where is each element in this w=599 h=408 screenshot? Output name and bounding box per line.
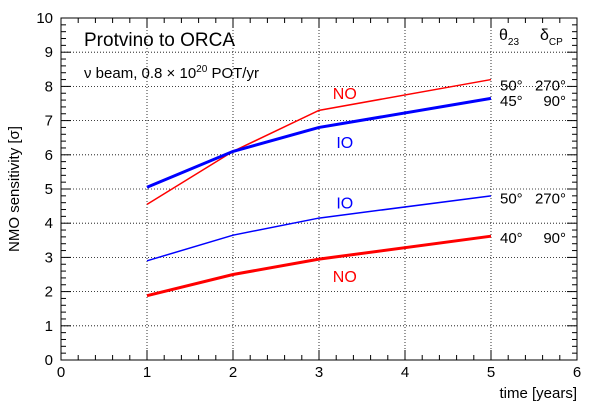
delta-value-1: 270° — [535, 78, 566, 95]
x-tick-label: 4 — [401, 364, 409, 381]
series-line-3 — [146, 195, 492, 262]
x-axis-label: time [years] — [499, 385, 577, 402]
y-tick-label: 1 — [45, 318, 53, 335]
y-tick-label: 2 — [45, 284, 53, 301]
series-labels: NO IO IO NO 50° 270° 45° 90° 50° 270° 40° 90° — [333, 78, 566, 287]
series-line-4 — [146, 234, 492, 298]
y-tick-label: 10 — [36, 10, 53, 27]
y-axis-label: NMO sensitivity [σ] — [6, 126, 23, 252]
y-tick-label: 8 — [45, 78, 53, 95]
delta-value-4: 90° — [543, 230, 566, 247]
y-tick-label: 0 — [45, 352, 53, 369]
x-tick-label: 0 — [57, 364, 65, 381]
series-label-4: NO — [333, 269, 357, 286]
grid-lines — [61, 18, 577, 360]
ylabel-end: ] — [6, 126, 23, 130]
y-tick-label: 9 — [45, 44, 53, 61]
theta-subscript: 23 — [508, 37, 520, 48]
chart-title: Protvino to ORCA — [84, 30, 235, 51]
x-tick-label: 1 — [143, 364, 151, 381]
y-tick-label: 3 — [45, 249, 53, 266]
subtitle-exponent: 20 — [196, 64, 208, 75]
x-tick-label: 3 — [315, 364, 323, 381]
theta-symbol: θ — [499, 27, 508, 44]
delta-value-2: 90° — [543, 93, 566, 110]
y-tick-label: 4 — [45, 215, 53, 232]
delta-value-3: 270° — [535, 191, 566, 208]
ylabel-sigma: σ — [6, 129, 23, 139]
theta-value-4: 40° — [500, 230, 523, 247]
subtitle-main: ν beam, 0.8 × 10 — [84, 65, 196, 82]
delta-subscript: CP — [549, 37, 563, 48]
theta-value-2: 45° — [500, 93, 523, 110]
delta-symbol: δ — [540, 27, 549, 44]
plot-frame — [60, 17, 578, 361]
series-label-1: NO — [333, 86, 357, 103]
theta-header: θ23 — [499, 27, 519, 48]
x-tick-label: 5 — [487, 364, 495, 381]
y-tick-label: 5 — [45, 181, 53, 198]
chart-subtitle: ν beam, 0.8 × 1020 POT/yr — [84, 64, 259, 82]
delta-header: δCP — [540, 27, 563, 48]
series-lines — [146, 78, 492, 298]
series-line-2 — [146, 96, 492, 189]
x-tick-label: 2 — [229, 364, 237, 381]
subtitle-tail: POT/yr — [207, 65, 259, 82]
series-label-3: IO — [336, 196, 353, 213]
x-tick-label: 6 — [573, 364, 581, 381]
theta-value-3: 50° — [500, 191, 523, 208]
theta-value-1: 50° — [500, 78, 523, 95]
y-tick-label: 6 — [45, 147, 53, 164]
y-tick-label: 7 — [45, 113, 53, 130]
series-label-2: IO — [336, 135, 353, 152]
series-line-1 — [146, 78, 492, 206]
ylabel-main: NMO sensitivity [ — [6, 139, 23, 252]
